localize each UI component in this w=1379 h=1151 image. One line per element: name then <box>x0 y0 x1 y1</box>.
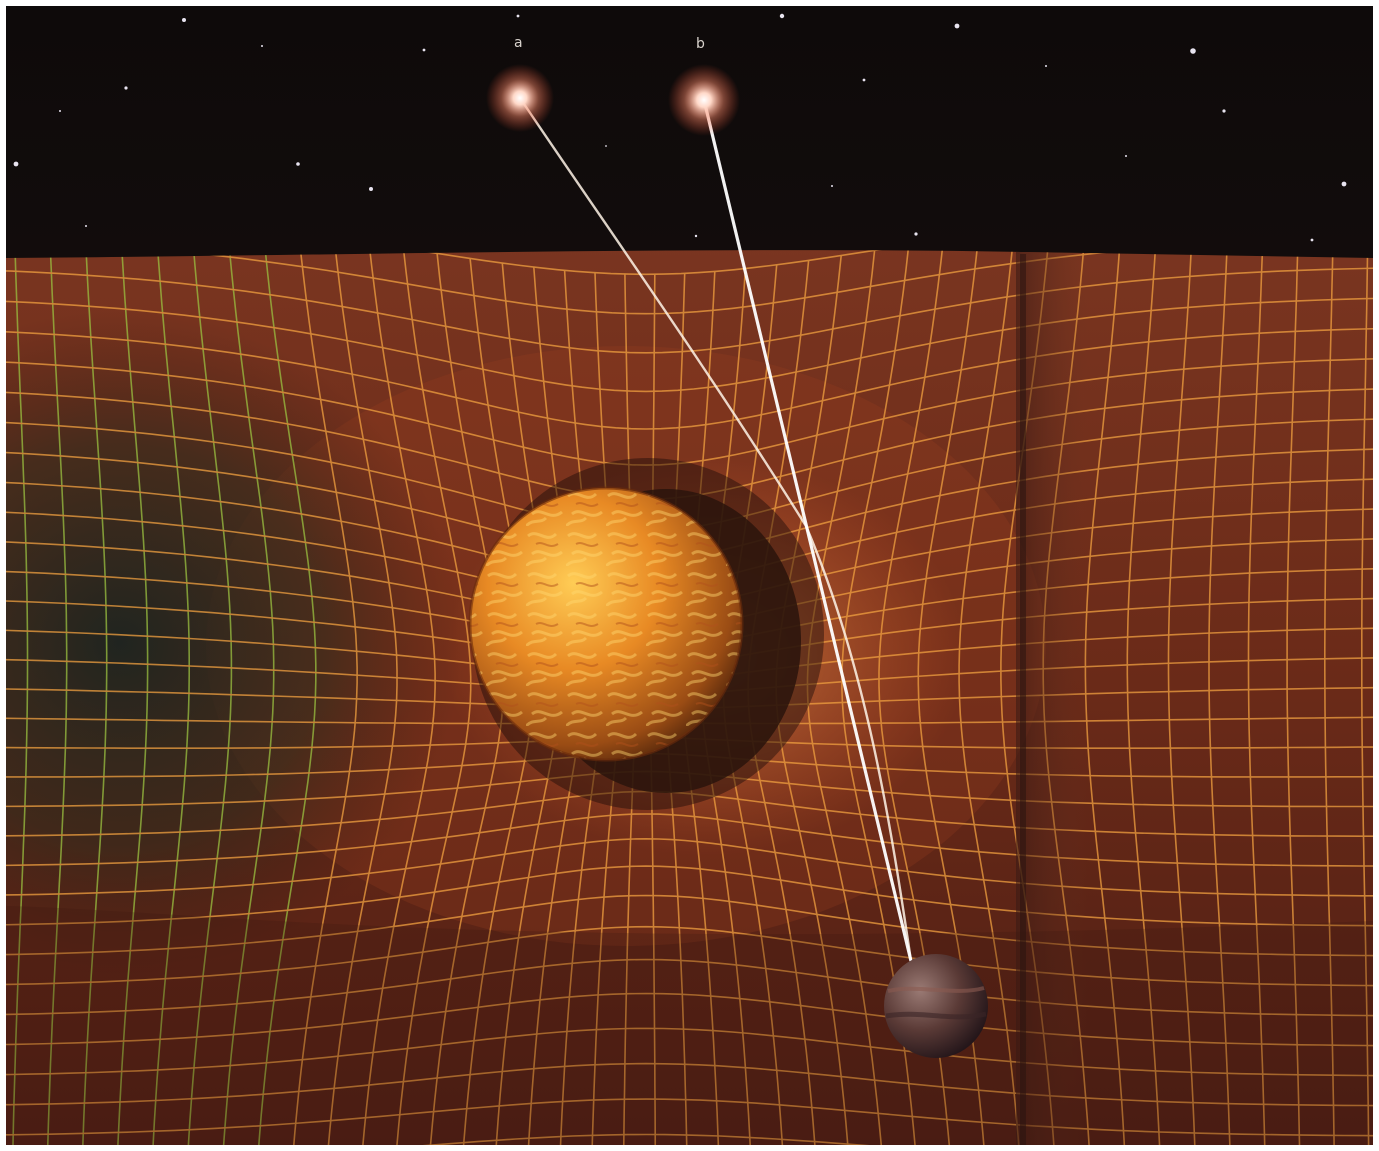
light-rays <box>519 97 913 962</box>
star-label-b: b <box>696 36 705 52</box>
background-stars <box>13 13 1347 292</box>
source-stars <box>486 64 740 136</box>
star-a <box>486 64 554 132</box>
planet <box>884 954 988 1058</box>
star-b <box>668 64 740 136</box>
sun <box>468 458 824 810</box>
spacetime-illustration <box>6 6 1373 1145</box>
light-ray-b <box>702 99 913 962</box>
illustration-frame: a b <box>6 6 1373 1145</box>
star-label-a: a <box>514 35 523 51</box>
